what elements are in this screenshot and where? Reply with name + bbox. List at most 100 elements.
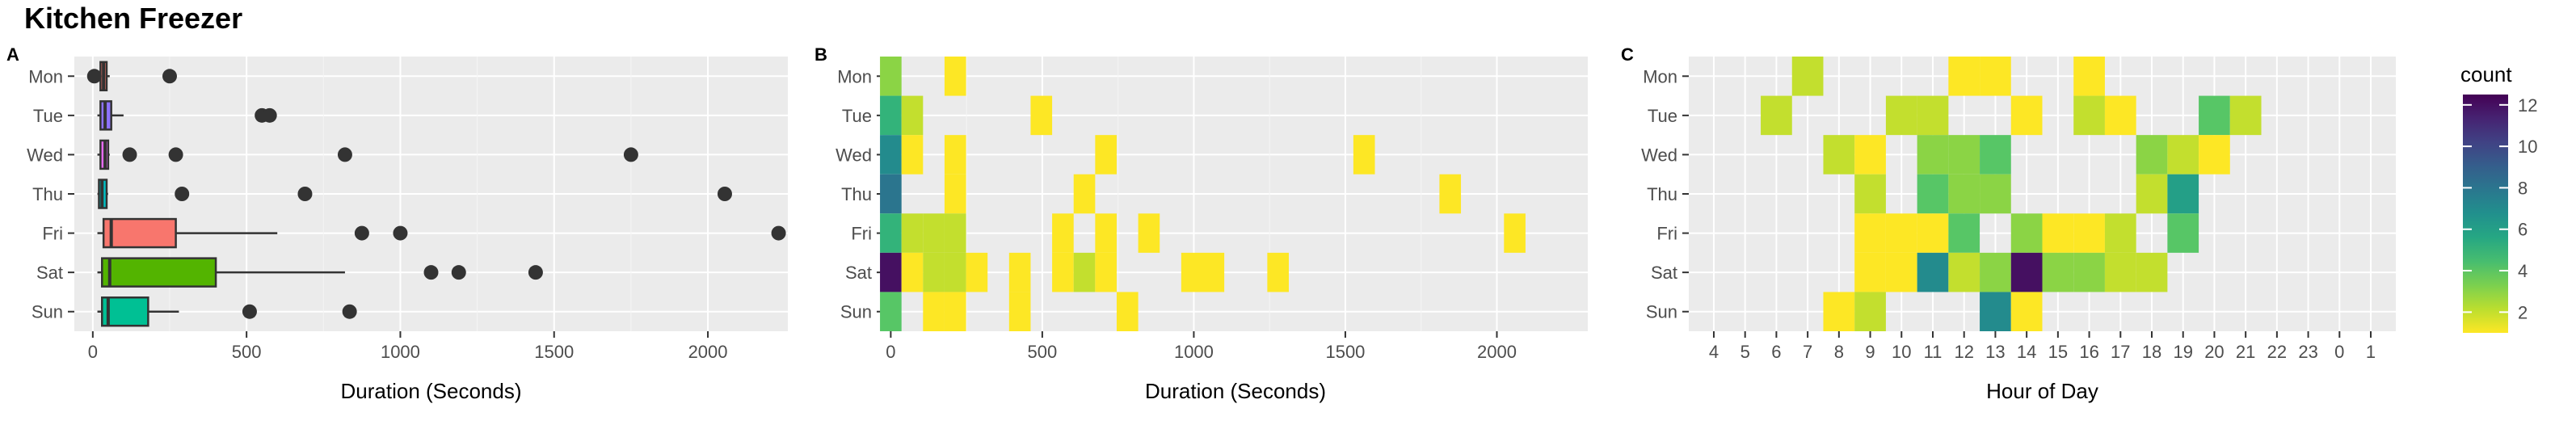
heatmap-cell bbox=[2167, 174, 2199, 214]
x-tick-label: 4 bbox=[1709, 342, 1719, 362]
x-tick-label: 19 bbox=[2173, 342, 2192, 362]
panel-letter: B bbox=[814, 44, 827, 65]
box-body bbox=[102, 217, 177, 249]
y-tick-label: Sun bbox=[1646, 302, 1677, 322]
heatmap-cell bbox=[2010, 252, 2043, 292]
heatmap-cell bbox=[944, 174, 966, 214]
outlier-point bbox=[162, 69, 177, 84]
heatmap-cell bbox=[1854, 213, 1886, 253]
y-tick-label: Sun bbox=[840, 302, 872, 322]
heatmap-cell bbox=[2136, 135, 2168, 175]
heatmap-cell bbox=[901, 213, 924, 253]
y-tick-label: Sat bbox=[36, 263, 63, 283]
heatmap-cell bbox=[944, 135, 966, 175]
heatmap-cell bbox=[1854, 252, 1886, 292]
heatmap-cell bbox=[1948, 57, 1980, 96]
outlier-point bbox=[86, 69, 102, 84]
heatmap-cell bbox=[901, 95, 924, 136]
heatmap-cell bbox=[1052, 213, 1074, 253]
legend-tick-label: 12 bbox=[2518, 95, 2537, 116]
x-tick-label: 18 bbox=[2142, 342, 2161, 362]
x-tick-label: 1500 bbox=[534, 342, 574, 362]
panel-letter: C bbox=[1621, 44, 1634, 65]
legend-tick-label: 8 bbox=[2518, 178, 2528, 198]
heatmap-cell bbox=[2073, 213, 2105, 253]
x-tick-label: 1000 bbox=[1174, 342, 1214, 362]
heatmap-cell bbox=[880, 57, 902, 96]
heatmap-cell bbox=[1008, 292, 1031, 331]
legend-tick-label: 4 bbox=[2518, 261, 2528, 281]
heatmap-cell bbox=[1980, 252, 2011, 292]
heatmap-cell bbox=[2010, 213, 2043, 253]
outlier-point bbox=[451, 265, 466, 280]
legend-tick-label: 6 bbox=[2518, 220, 2528, 240]
x-tick-label: 0 bbox=[886, 342, 895, 362]
heatmap-cell bbox=[2104, 95, 2136, 136]
x-tick-label: 6 bbox=[1771, 342, 1781, 362]
legend-title: count bbox=[2460, 62, 2512, 86]
x-tick-label: 1500 bbox=[1325, 342, 1365, 362]
legend-tick-label: 10 bbox=[2518, 137, 2537, 157]
y-tick-label: Mon bbox=[28, 66, 63, 86]
heatmap-cell bbox=[2167, 135, 2199, 175]
y-tick-label: Mon bbox=[1643, 66, 1677, 86]
panel-letter: A bbox=[6, 44, 19, 65]
heatmap-cell bbox=[1761, 95, 1792, 136]
heatmap-cell bbox=[1917, 174, 1949, 214]
heatmap-cell bbox=[1917, 95, 1949, 136]
heatmap-cell bbox=[1885, 95, 1917, 136]
box-body bbox=[101, 257, 217, 288]
heatmap-cell bbox=[1095, 252, 1117, 292]
x-tick-label: 10 bbox=[1892, 342, 1911, 362]
y-tick-label: Sat bbox=[1651, 263, 1677, 283]
heatmap-cell bbox=[1854, 174, 1886, 214]
heatmap-cell bbox=[1854, 135, 1886, 175]
outlier-point bbox=[717, 187, 732, 201]
outlier-point bbox=[175, 187, 190, 201]
outlier-point bbox=[423, 265, 439, 280]
x-tick-label: 20 bbox=[2204, 342, 2224, 362]
outlier-point bbox=[122, 147, 137, 162]
heatmap-cell bbox=[1116, 292, 1139, 331]
heatmap-cell bbox=[1948, 252, 1980, 292]
heatmap-cell bbox=[1138, 213, 1160, 253]
x-tick-label: 500 bbox=[232, 342, 262, 362]
heatmap-cell bbox=[1073, 252, 1096, 292]
y-tick-label: Fri bbox=[1656, 224, 1677, 244]
y-tick-label: Fri bbox=[851, 224, 872, 244]
x-tick-label: 1 bbox=[2366, 342, 2376, 362]
heatmap-cell bbox=[1980, 174, 2011, 214]
outlier-point bbox=[393, 225, 408, 241]
legend-tick-label: 2 bbox=[2518, 302, 2528, 322]
y-tick-label: Mon bbox=[837, 66, 872, 86]
heatmap-cell bbox=[1791, 57, 1824, 96]
heatmap-cell bbox=[1095, 135, 1117, 175]
x-tick-label: 0 bbox=[2334, 342, 2344, 362]
outlier-point bbox=[297, 187, 313, 201]
heatmap-cell bbox=[1854, 292, 1886, 331]
x-tick-label: 17 bbox=[2111, 342, 2130, 362]
heatmap-cell bbox=[923, 292, 945, 331]
y-tick-label: Thu bbox=[32, 184, 63, 204]
x-tick-label: 8 bbox=[1834, 342, 1844, 362]
y-tick-label: Tue bbox=[842, 106, 872, 126]
heatmap-cell bbox=[2042, 252, 2074, 292]
outlier-point bbox=[242, 304, 257, 319]
heatmap-cell bbox=[2073, 57, 2105, 96]
heatmap-cell bbox=[1823, 135, 1855, 175]
x-tick-label: 2000 bbox=[1477, 342, 1517, 362]
legend-colorbar bbox=[2463, 95, 2508, 333]
heatmap-cell bbox=[1439, 174, 1462, 214]
heatmap-cell bbox=[880, 95, 902, 136]
heatmap-cell bbox=[1917, 213, 1949, 253]
y-tick-label: Fri bbox=[42, 224, 63, 244]
heatmap-cell bbox=[1980, 57, 2011, 96]
heatmap-cell bbox=[901, 135, 924, 175]
heatmap-cell bbox=[1948, 174, 1980, 214]
heatmap-cell bbox=[923, 213, 945, 253]
heatmap-cell bbox=[1073, 174, 1096, 214]
y-tick-label: Sun bbox=[32, 302, 63, 322]
x-tick-label: 1000 bbox=[381, 342, 420, 362]
heatmap-cell bbox=[2167, 213, 2199, 253]
